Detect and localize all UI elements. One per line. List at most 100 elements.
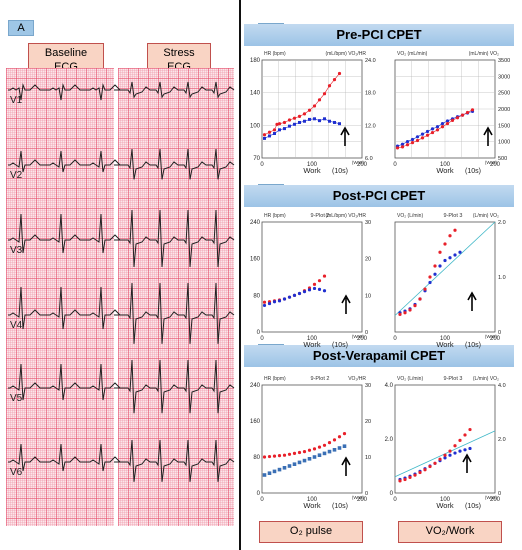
post-left-y-tick-right: 30 bbox=[365, 220, 371, 226]
verap-right-x-tick: 0 bbox=[393, 497, 397, 503]
verap-right-point-1 bbox=[398, 479, 402, 483]
post-right-x-label-unit: (10s) bbox=[465, 342, 481, 349]
post-left-point-0 bbox=[317, 279, 322, 283]
verap-left-point-1 bbox=[312, 455, 317, 459]
verap-left-y-tick-left: 0 bbox=[257, 491, 261, 497]
post-right-legend-right: (L/min) VO₂ bbox=[473, 213, 499, 219]
pre-left-series-line-0 bbox=[264, 73, 340, 135]
verap-left-point-1 bbox=[292, 462, 297, 466]
verap-right-point-1 bbox=[423, 468, 427, 472]
post-left-point-1 bbox=[322, 289, 327, 293]
pre-left-y-tick-right: 6.0 bbox=[365, 156, 373, 162]
post-left-x-label-far: (Watt) bbox=[352, 334, 365, 339]
verap-right-point-1 bbox=[453, 444, 457, 448]
verap-left-arrow-head bbox=[341, 456, 351, 466]
lead-label-v2: V2 bbox=[10, 170, 23, 181]
stress-ecg-trace-v3 bbox=[120, 209, 235, 268]
post-right-point-1 bbox=[413, 304, 417, 308]
verap-left-point-1 bbox=[297, 460, 302, 465]
stress-ecg-strip bbox=[118, 68, 234, 526]
verap-right-x-label-unit: (10s) bbox=[465, 503, 481, 510]
post-left-point-1 bbox=[297, 291, 302, 296]
pre-left-x-label: Work bbox=[303, 166, 321, 175]
verap-left-point-1 bbox=[267, 471, 272, 475]
verap-left-y-tick-right: 30 bbox=[365, 383, 371, 389]
verap-right-point-1 bbox=[458, 438, 462, 442]
verap-left-point-0 bbox=[272, 454, 277, 458]
post-right-legend-left: VO₂ (L/min) bbox=[397, 213, 423, 219]
post-right-point-1 bbox=[453, 228, 457, 232]
verap-left-plot-frame bbox=[261, 384, 363, 494]
post-left-point-1 bbox=[292, 293, 297, 297]
verap-left-plot-title: 9-Plot 2 bbox=[311, 376, 330, 382]
verap-left-point-1 bbox=[317, 453, 322, 457]
verap-left-point-0 bbox=[287, 452, 292, 456]
pre-left-legend-right: (mL/bpm) VO₂/HR bbox=[325, 51, 366, 57]
pre-left-x-label-unit: (10s) bbox=[332, 168, 348, 175]
post-right-point-1 bbox=[398, 312, 402, 316]
post-left-plot-title: 9-Plot 2 bbox=[311, 213, 330, 219]
verap-left-point-0 bbox=[322, 443, 327, 447]
verap-right-point-1 bbox=[428, 464, 432, 469]
verap-right-x-tick: 200 bbox=[490, 497, 501, 503]
pre-left-y-tick-left: 180 bbox=[250, 58, 261, 64]
post-left-point-0 bbox=[322, 274, 327, 278]
post-left-point-1 bbox=[302, 290, 307, 294]
verap-left-point-0 bbox=[337, 435, 342, 439]
verap-right-x-tick: 100 bbox=[440, 497, 451, 503]
verap-right-point-0 bbox=[448, 453, 452, 457]
vo2-work-label: VO₂/Work bbox=[398, 521, 502, 543]
pre-right-x-tick: 0 bbox=[393, 162, 397, 168]
lead-label-v3: V3 bbox=[10, 245, 23, 256]
verap-left-point-0 bbox=[277, 454, 282, 458]
post-right-y-tick-right: 2.0 bbox=[498, 220, 506, 226]
lead-label-v6: V6 bbox=[10, 467, 23, 478]
verap-left-x-tick: 0 bbox=[260, 497, 264, 503]
post-right-x-tick: 200 bbox=[490, 336, 501, 342]
post-right-point-0 bbox=[433, 272, 437, 276]
post-left-legend-left: HR (bpm) bbox=[264, 213, 286, 219]
post-left-arrow-head bbox=[341, 294, 351, 304]
verap-right-x-label-far: (Watt) bbox=[485, 495, 498, 500]
pre-left-arrow-head bbox=[340, 126, 350, 136]
verap-right-y-tick-right: 2.0 bbox=[498, 437, 506, 443]
post-right-x-tick: 0 bbox=[393, 336, 397, 342]
stress-ecg-trace-v4 bbox=[120, 282, 235, 344]
post-left-point-1 bbox=[262, 303, 267, 308]
verap-right-plot-title: 9-Plot 3 bbox=[444, 376, 463, 382]
pre-right-y-tick-right: 3500 bbox=[498, 58, 510, 64]
pre-left-x-tick: 200 bbox=[357, 162, 368, 168]
verap-left-point-1 bbox=[277, 467, 282, 472]
pre-right-y-tick-right: 1000 bbox=[498, 140, 510, 146]
pre-right-y-tick-right: 2000 bbox=[498, 107, 510, 113]
post-right-reference-line bbox=[394, 221, 496, 316]
verap-right-y-tick-left: 0 bbox=[390, 491, 394, 497]
verap-left-point-0 bbox=[297, 450, 302, 455]
verap-left-y-tick-left: 240 bbox=[250, 383, 261, 389]
o2-pulse-label: O₂ pulse bbox=[259, 521, 363, 543]
ecg-traces bbox=[8, 81, 235, 482]
panel-label-a: A bbox=[8, 20, 34, 36]
verap-left-point-1 bbox=[327, 449, 332, 454]
verap-left-legend-right: VO₂/HR bbox=[348, 376, 366, 382]
post-left-y-tick-right: 0 bbox=[365, 330, 368, 336]
verap-right-point-0 bbox=[443, 456, 447, 460]
post-right-point-1 bbox=[423, 287, 427, 291]
verap-left-point-0 bbox=[312, 447, 317, 451]
post-right-point-1 bbox=[403, 311, 407, 315]
pre-right-y-tick-right: 3000 bbox=[498, 74, 510, 80]
pre-left-x-label-far: (Watt) bbox=[352, 160, 365, 165]
post-right-x-label-far: (Watt) bbox=[485, 334, 498, 339]
verap-right-y-tick-left: 2.0 bbox=[385, 437, 394, 443]
baseline-ecg-line1: Baseline bbox=[44, 47, 88, 59]
verap-right-y-tick-left: 4.0 bbox=[385, 383, 394, 389]
post-right-point-0 bbox=[448, 256, 452, 260]
verap-right-point-1 bbox=[438, 457, 442, 461]
post-left-y-tick-right: 10 bbox=[365, 293, 371, 299]
post-left-point-0 bbox=[312, 282, 317, 286]
pre-left-series-line-1 bbox=[264, 118, 340, 139]
post-left-x-label-unit: (10s) bbox=[332, 342, 348, 349]
verap-left-point-1 bbox=[307, 457, 312, 461]
post-left-point-0 bbox=[262, 300, 267, 304]
